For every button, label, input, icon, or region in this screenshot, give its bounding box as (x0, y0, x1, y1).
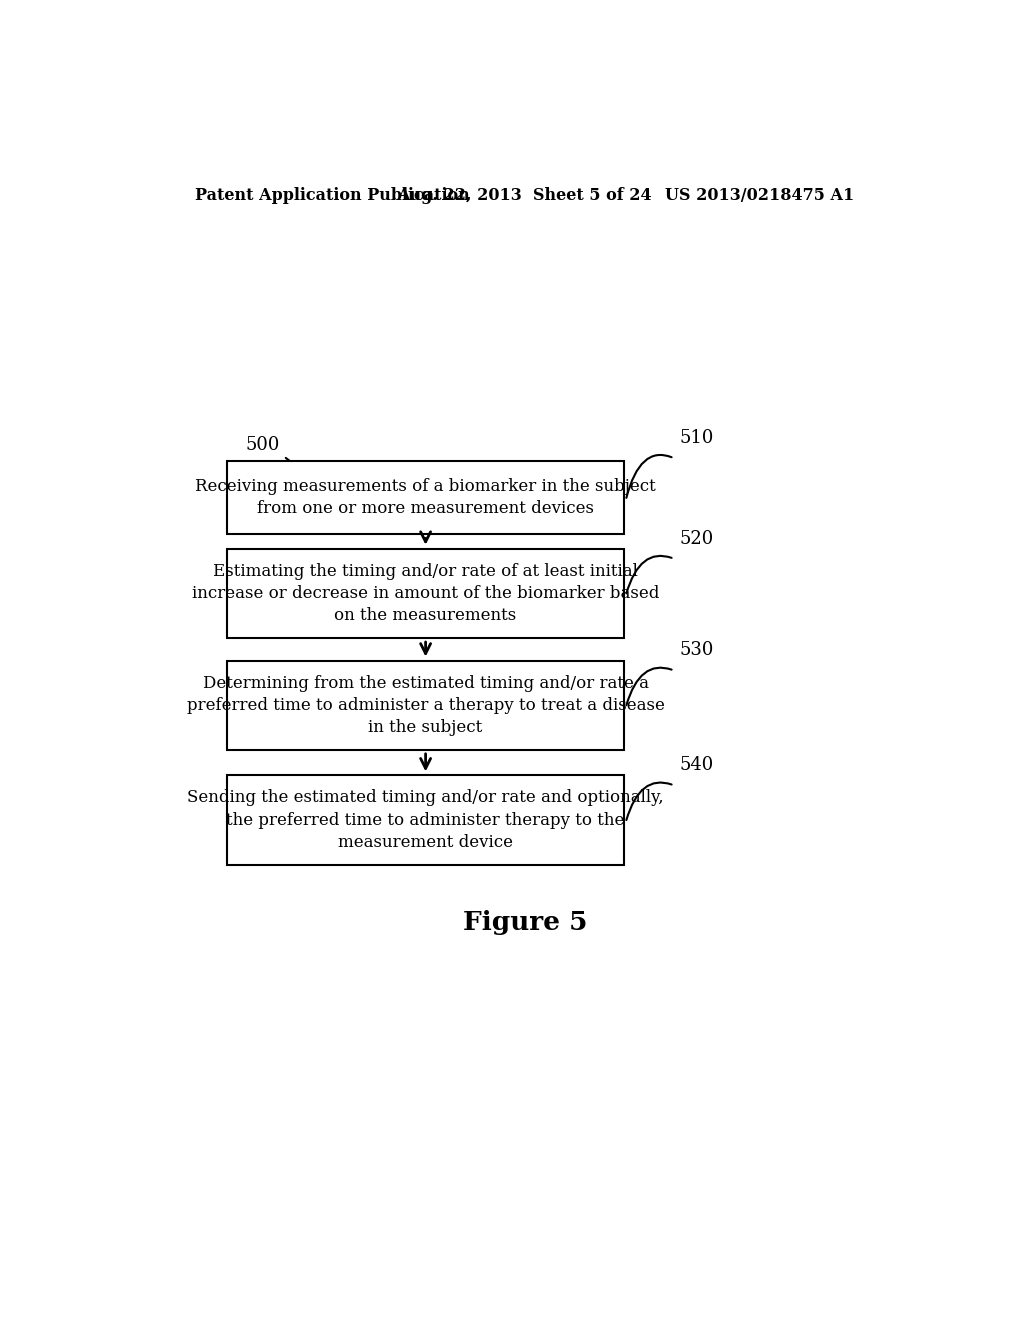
FancyBboxPatch shape (227, 660, 624, 750)
Text: 520: 520 (680, 529, 714, 548)
Text: 500: 500 (246, 436, 280, 454)
Text: Determining from the estimated timing and/or rate a
preferred time to administer: Determining from the estimated timing an… (186, 675, 665, 737)
Text: Figure 5: Figure 5 (463, 911, 587, 936)
Text: Sending the estimated timing and/or rate and optionally,
the preferred time to a: Sending the estimated timing and/or rate… (187, 789, 664, 851)
Text: Estimating the timing and/or rate of at least initial
increase or decrease in am: Estimating the timing and/or rate of at … (191, 562, 659, 624)
Text: 510: 510 (680, 429, 714, 447)
Text: Receiving measurements of a biomarker in the subject
from one or more measuremen: Receiving measurements of a biomarker in… (196, 478, 656, 517)
FancyBboxPatch shape (227, 461, 624, 535)
Text: US 2013/0218475 A1: US 2013/0218475 A1 (665, 187, 854, 205)
FancyBboxPatch shape (227, 775, 624, 865)
Text: 540: 540 (680, 756, 714, 775)
FancyBboxPatch shape (227, 549, 624, 638)
Text: Aug. 22, 2013  Sheet 5 of 24: Aug. 22, 2013 Sheet 5 of 24 (397, 187, 652, 205)
Text: 530: 530 (680, 642, 714, 660)
Text: Patent Application Publication: Patent Application Publication (196, 187, 470, 205)
